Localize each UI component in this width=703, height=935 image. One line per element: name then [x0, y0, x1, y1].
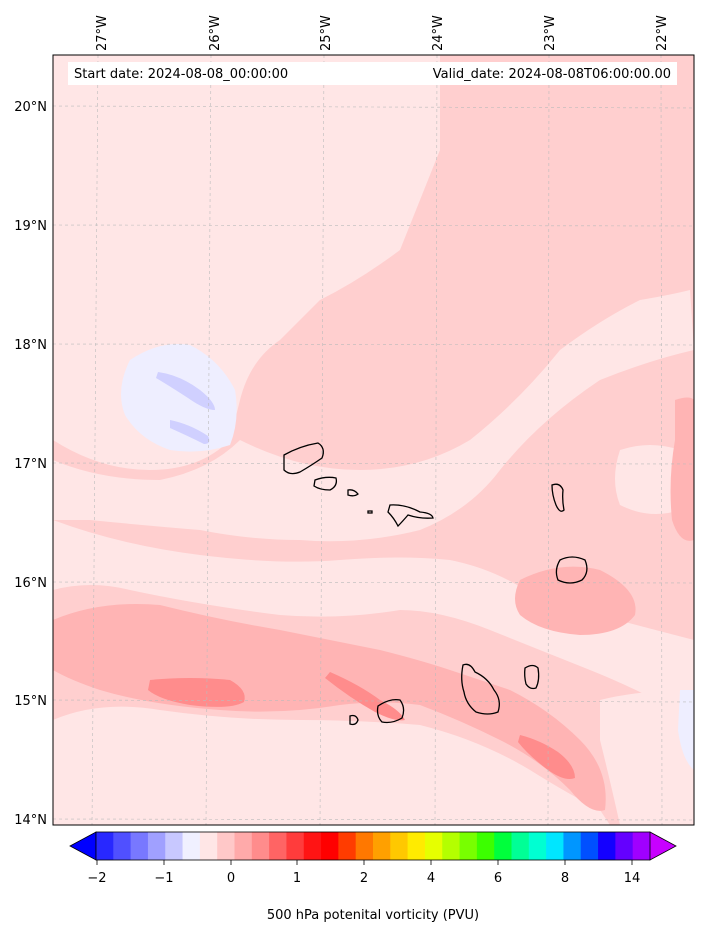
colorbar-title: 500 hPa potenital vorticity (PVU): [267, 908, 479, 923]
lat-label-18n: 18°N: [14, 338, 47, 353]
colorbar-left-extend: [69, 831, 97, 861]
lat-label-15n: 15°N: [14, 694, 47, 709]
colorbar-segment: [407, 832, 426, 860]
colorbar-tick-label: 1: [293, 871, 301, 886]
island-fogo: [376, 698, 405, 724]
colorbar-segment: [494, 832, 512, 860]
colorbar-segment: [303, 832, 322, 860]
lon-tick-labels: 27°W 26°W 25°W 24°W 23°W 22°W: [95, 15, 670, 51]
lon-label-27w: 27°W: [95, 15, 110, 51]
pv-field-light-south: [53, 706, 610, 825]
colorbar-tick-label: 6: [494, 871, 502, 886]
lat-tick-labels: 20°N 19°N 18°N 17°N 16°N 15°N 14°N: [14, 100, 47, 828]
colorbar-tick-label: 14: [624, 871, 641, 886]
colorbar-segment: [147, 832, 166, 860]
colorbar-segment: [511, 832, 530, 860]
colorbar-segment: [424, 832, 443, 860]
colorbar-right-extend: [649, 831, 677, 861]
island-brava: [349, 714, 359, 726]
island-maio: [524, 664, 540, 690]
colorbar-segment: [165, 832, 184, 860]
pv-field-light-southeast: [600, 690, 694, 825]
lon-label-26w: 26°W: [208, 15, 223, 51]
island-sao-nicolau: [387, 504, 434, 528]
pv-field-negative-blue-2: [170, 420, 210, 444]
lon-label-24w: 24°W: [431, 15, 446, 51]
colorbar-segment: [251, 832, 270, 860]
colorbar-frame: [95, 831, 651, 861]
colorbar-segment: [217, 832, 235, 860]
pv-field-medium-southeast-blob: [515, 566, 636, 635]
colorbar-segment: [338, 832, 357, 860]
colorbar-segment: [286, 832, 305, 860]
colorbar-segment: [528, 832, 547, 860]
island-santa-luzia: [347, 489, 359, 497]
colorbar: −2 −1 0 1 2 4 6 8 14: [69, 831, 677, 886]
colorbar-segment: [615, 832, 634, 860]
gridlines: [52, 54, 695, 826]
colorbar-segment: [390, 832, 409, 860]
colorbar-segment: [442, 832, 461, 860]
colorbar-segment: [355, 832, 374, 860]
lat-label-14n: 14°N: [14, 813, 47, 828]
colorbar-segment: [199, 832, 218, 860]
start-date-label: Start date: 2024-08-08_00:00:00: [74, 67, 288, 82]
pv-field-dark-southeast: [518, 735, 575, 779]
colorbar-segment: [321, 832, 339, 860]
pv-field-light-band: [53, 520, 694, 720]
pv-field-light-center: [53, 290, 694, 542]
colorbar-segment: [632, 832, 651, 860]
lat-label-20n: 20°N: [14, 100, 47, 115]
island-ilheu: [367, 510, 373, 514]
pv-field-dark-west: [148, 678, 245, 707]
island-sao-vicente: [313, 476, 338, 491]
lon-label-22w: 22°W: [655, 15, 670, 51]
header-box: [68, 62, 677, 85]
island-boa-vista: [555, 556, 588, 584]
colorbar-tick-label: −2: [87, 871, 106, 886]
pv-field-medium-south-band: [53, 604, 606, 811]
colorbar-segment: [563, 832, 582, 860]
colorbar-segment: [113, 832, 132, 860]
colorbar-tick-label: 2: [360, 871, 368, 886]
pv-field-negative-west: [121, 344, 237, 452]
map-frame: [52, 54, 695, 826]
colorbar-segment: [234, 832, 253, 860]
lon-label-25w: 25°W: [319, 15, 334, 51]
colorbar-tick-label: −1: [154, 871, 173, 886]
colorbar-tick-label: 0: [227, 871, 235, 886]
pv-field-negative-east: [678, 690, 694, 770]
colorbar-segment: [580, 832, 599, 860]
colorbar-segment: [96, 832, 114, 860]
colorbar-segment: [476, 832, 495, 860]
lat-label-19n: 19°N: [14, 219, 47, 234]
island-santo-antao: [283, 442, 324, 475]
map-panel: [52, 54, 695, 826]
colorbar-tick-label: 8: [561, 871, 569, 886]
colorbar-segment: [269, 832, 287, 860]
lon-label-23w: 23°W: [543, 15, 558, 51]
colorbar-segment: [130, 832, 149, 860]
colorbar-segment: [546, 832, 564, 860]
pv-field-dark-center: [325, 672, 405, 721]
lat-label-17n: 17°N: [14, 457, 47, 472]
colorbar-segment: [598, 832, 616, 860]
pv-field-light-east: [615, 445, 685, 514]
pv-field-negative-blue-1: [156, 372, 215, 410]
colorbar-tick-label: 4: [427, 871, 435, 886]
colorbar-segment: [459, 832, 478, 860]
colorbar-segment: [373, 832, 391, 860]
island-sal: [551, 483, 565, 512]
valid-date-label: Valid_date: 2024-08-08T06:00:00.00: [433, 67, 671, 82]
island-santiago: [461, 663, 500, 715]
colorbar-segment: [182, 832, 201, 860]
pv-field-medium-east-edge: [670, 397, 694, 541]
coastlines: [283, 442, 588, 726]
lat-label-16n: 16°N: [14, 576, 47, 591]
